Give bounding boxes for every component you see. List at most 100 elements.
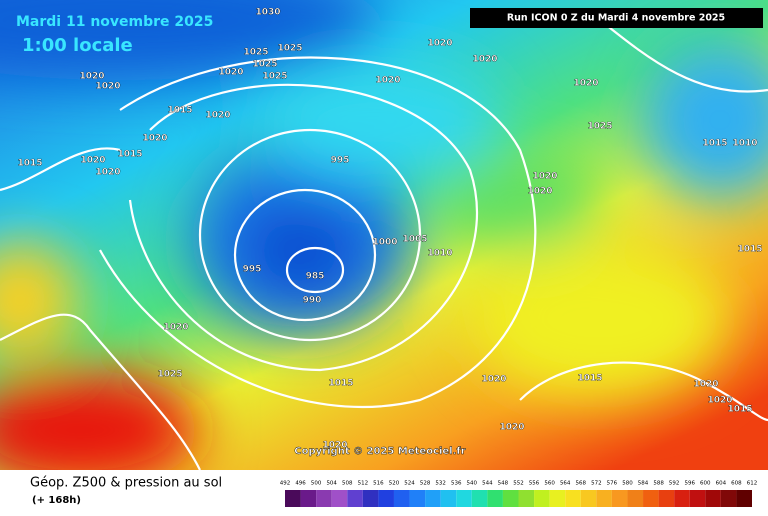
colorbar-tick: 508 [342, 481, 353, 487]
colorbar-tick: 552 [513, 481, 524, 487]
colorbar-cell [471, 490, 488, 507]
isobar-label: 1020 [205, 111, 230, 121]
isobar-label: 1020 [707, 396, 732, 406]
isobar-label: 1020 [499, 423, 524, 433]
isobar-label: 1015 [577, 374, 602, 384]
isobar-label: 1015 [167, 106, 192, 116]
colorbar-cell [736, 490, 752, 507]
colorbar-tick: 536 [451, 481, 462, 487]
colorbar-tick: 520 [389, 481, 400, 487]
run-info: Run ICON 0 Z du Mardi 4 novembre 2025 [507, 13, 725, 24]
isobar-label: 1020 [573, 79, 598, 89]
colorbar-tick: 512 [358, 481, 369, 487]
colorbar-cell [518, 490, 535, 507]
isobar-label: 1020 [80, 156, 105, 166]
footer-title: Géop. Z500 & pression au sol [30, 476, 222, 491]
isobar-label: 1020 [322, 441, 347, 451]
colorbar-cell [362, 490, 379, 507]
colorbar-tick: 492 [280, 481, 291, 487]
copyright: Copyright © 2025 Meteociel.fr [294, 446, 465, 457]
isobar-label: 1020 [95, 168, 120, 178]
colorbar: 492 496 500 504 508 512 516 520 524 528 532 536 540 5… [280, 481, 757, 507]
valid-time: 1:00 locale [22, 35, 133, 56]
isobar-label: 1025 [277, 44, 302, 54]
colorbar-cell [409, 490, 426, 507]
isobar-label: 1005 [402, 235, 427, 245]
colorbar-cell [440, 490, 457, 507]
colorbar-tick: 608 [731, 481, 742, 487]
isobar-label: 1015 [328, 379, 353, 389]
isobar-label: 1000 [372, 238, 397, 248]
isobar-label: 1025 [243, 48, 268, 58]
isobar-label: 1015 [727, 405, 752, 415]
colorbar-tick: 524 [404, 481, 415, 487]
isobar-label: 1020 [481, 375, 506, 385]
colorbar-tick: 564 [560, 481, 571, 487]
isobar-label: 1025 [252, 60, 277, 70]
colorbar-cell [674, 490, 690, 507]
colorbar-cell [596, 490, 612, 507]
colorbar-tick: 516 [373, 481, 384, 487]
isobar-label: 1020 [142, 134, 167, 144]
valid-date: Mardi 11 novembre 2025 [16, 14, 213, 30]
run-box [470, 8, 763, 28]
colorbar-cell [456, 490, 472, 507]
isobar-label: 1020 [427, 39, 452, 49]
colorbar-cell [534, 490, 550, 507]
colorbar-cell [580, 490, 597, 507]
colorbar-cell [316, 490, 332, 507]
colorbar-tick: 532 [435, 481, 446, 487]
isobar-label: 990 [303, 296, 322, 306]
isobar-label: 1015 [737, 245, 762, 255]
colorbar-tick: 572 [591, 481, 602, 487]
isobar-label: 1020 [527, 187, 552, 197]
colorbar-tick: 528 [420, 481, 431, 487]
colorbar-cell [611, 490, 628, 507]
isobar-label: 1020 [693, 380, 718, 390]
colorbar-tick: 592 [669, 481, 680, 487]
isobar-label: 985 [306, 272, 325, 282]
isobar-label: 1020 [375, 76, 400, 86]
colorbar-cell [378, 490, 394, 507]
colorbar-tick: 500 [311, 481, 322, 487]
colorbar-tick: 556 [529, 481, 540, 487]
colorbar-tick: 584 [638, 481, 649, 487]
isobar-label: 1020 [79, 72, 104, 82]
colorbar-cell [487, 490, 503, 507]
colorbar-tick: 568 [576, 481, 587, 487]
colorbar-tick: 576 [607, 481, 618, 487]
colorbar-tick: 548 [498, 481, 509, 487]
isobar-label: 1030 [255, 8, 280, 18]
isobar-label: 995 [243, 265, 262, 275]
colorbar-cell [393, 490, 410, 507]
colorbar-tick: 496 [295, 481, 306, 487]
colorbar-cell [705, 490, 721, 507]
colorbar-tick: 600 [700, 481, 711, 487]
isobar-label: 1010 [427, 249, 452, 259]
colorbar-cell [658, 490, 675, 507]
colorbar-tick: 604 [716, 481, 727, 487]
colorbar-cell [565, 490, 581, 507]
colorbar-cell [347, 490, 363, 507]
colorbar-tick: 588 [653, 481, 664, 487]
colorbar-cell [720, 490, 737, 507]
colorbar-cell [643, 490, 659, 507]
colorbar-tick: 504 [326, 481, 337, 487]
colorbar-tick: 596 [684, 481, 695, 487]
colorbar-tick: 544 [482, 481, 493, 487]
colorbar-tick: 580 [622, 481, 633, 487]
colorbar-cell [502, 490, 519, 507]
isobar-label: 1025 [262, 72, 287, 82]
isobar-label: 995 [331, 156, 350, 166]
isobar-label: 1020 [472, 55, 497, 65]
isobar-label: 1020 [95, 82, 120, 92]
isobar-label: 1010 [732, 139, 757, 149]
colorbar-cell [627, 490, 644, 507]
isobar-label: 1025 [157, 370, 182, 380]
isobar-label: 1025 [587, 122, 612, 132]
isobars [0, 19, 768, 471]
colorbar-cell [425, 490, 441, 507]
colorbar-cell [331, 490, 348, 507]
